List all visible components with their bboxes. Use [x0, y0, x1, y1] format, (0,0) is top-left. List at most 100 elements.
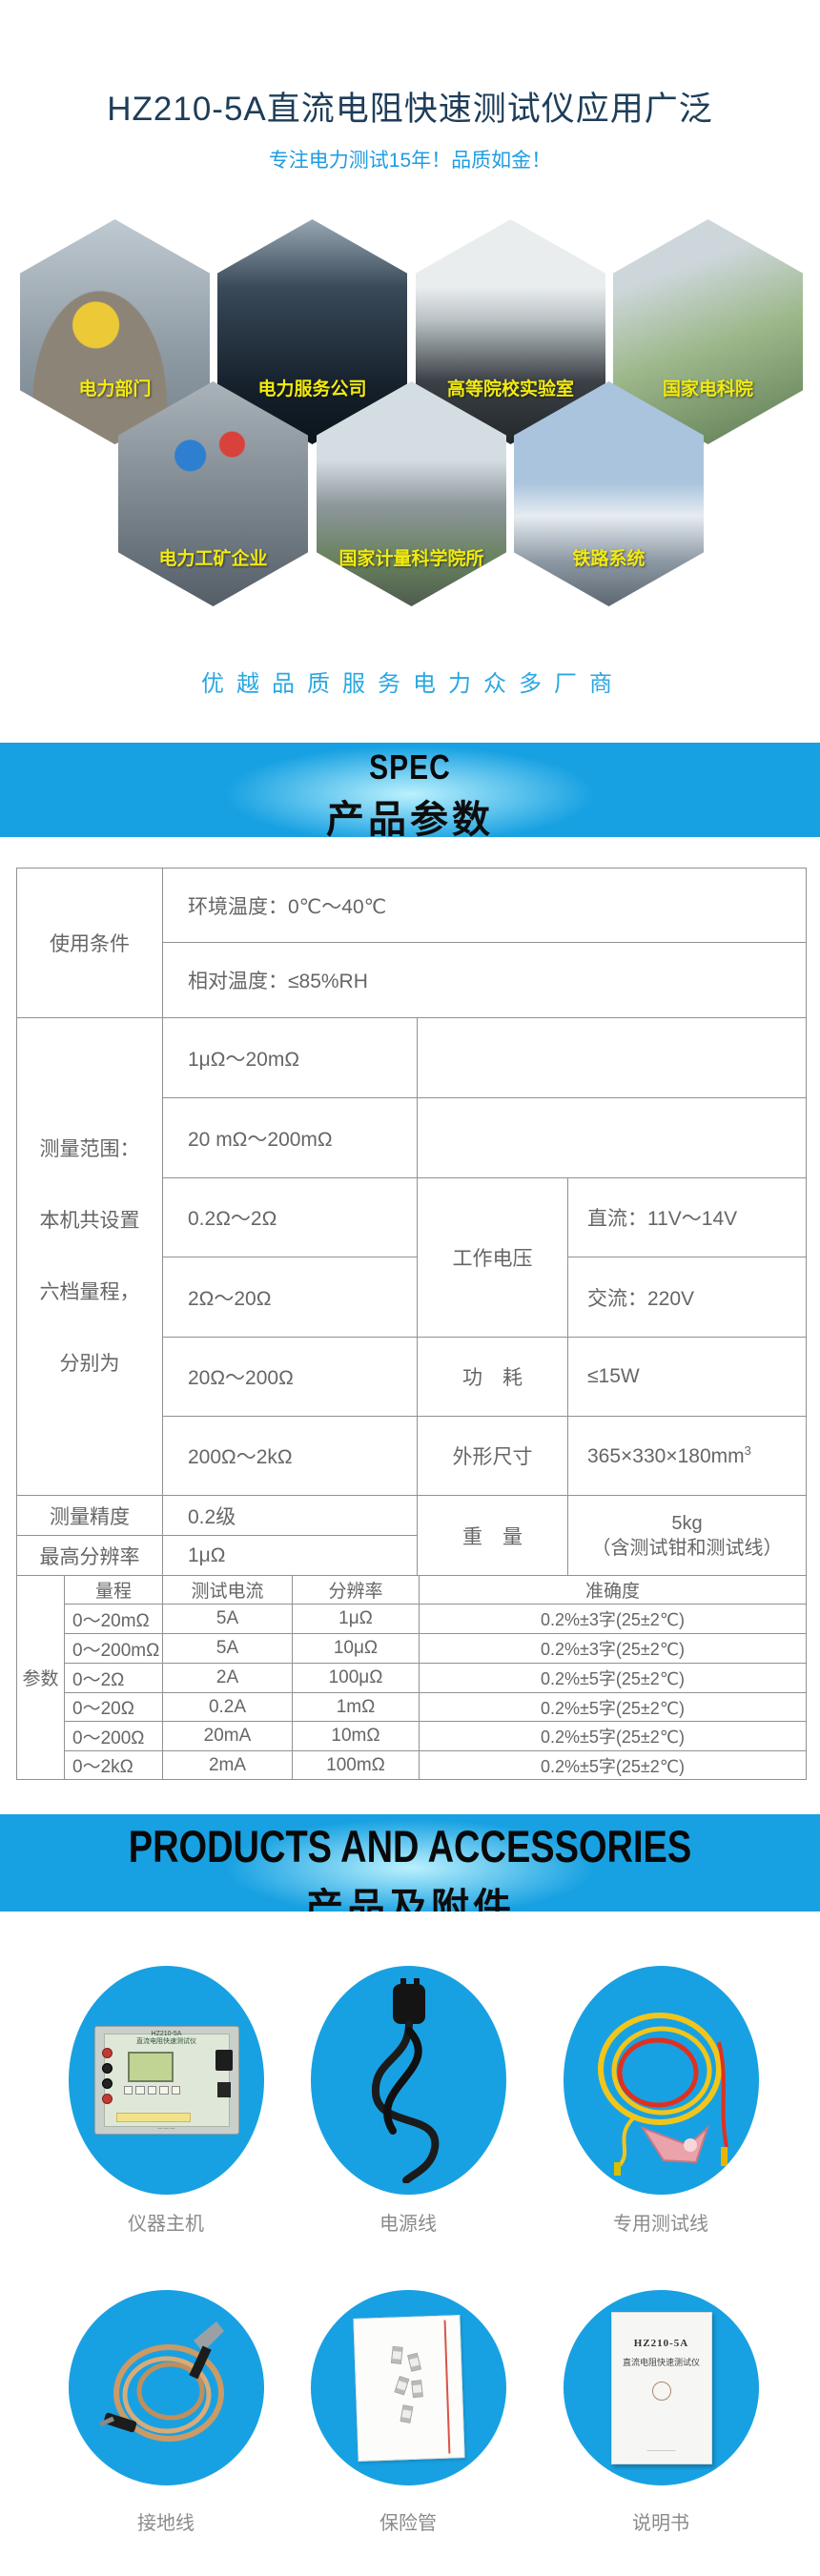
dimensions-label: 外形尺寸 — [417, 1416, 568, 1496]
empty-cell — [416, 1017, 808, 1098]
product-label: 电源线 — [379, 2214, 437, 2235]
ac-voltage-cell: 交流：220V — [566, 1257, 808, 1338]
power-consumption-label: 功 耗 — [417, 1337, 568, 1417]
param-range: 0～200mΩ — [64, 1633, 163, 1664]
resolution-cell: 1μΩ — [162, 1535, 418, 1576]
weight-value: 5kg — [671, 1512, 703, 1534]
range-label-line: 六档量程， — [39, 1281, 140, 1303]
relative-humidity-cell: 相对温度：≤85%RH — [161, 942, 808, 1018]
railway-system-photo: 铁路系统 — [514, 381, 704, 606]
product-label: 仪器主机 — [128, 2214, 204, 2235]
ground-wire-photo — [69, 2290, 264, 2485]
product-label: 专用测试线 — [613, 2214, 708, 2235]
instrument-footer-text: — — — — [157, 2126, 175, 2132]
param-current: 20mA — [162, 1721, 293, 1751]
instrument-name-text: 直流电阻快速测试仪 — [136, 2038, 196, 2045]
banner-glow — [210, 1815, 610, 1912]
param-resolution: 100μΩ — [292, 1663, 420, 1693]
weight-label: 重 量 — [417, 1495, 568, 1576]
power-cord-drawing — [371, 1977, 439, 2183]
param-resolution: 100mΩ — [292, 1750, 420, 1780]
range-cell-0: 1μΩ～20mΩ — [162, 1017, 418, 1098]
terminal-post-black — [101, 2078, 113, 2089]
params-row: 0～2Ω 2A 100μΩ 0.2%±5字(25±2℃) — [17, 1663, 807, 1693]
manual-footer-text: —————— — [646, 2447, 676, 2454]
param-current: 0.2A — [162, 1692, 293, 1722]
resolution-label: 最高分辨率 — [16, 1535, 163, 1576]
ground-wire-drawing — [98, 2320, 224, 2442]
manual-drawing: HZ210-5A 直流电阻快速测试仪 —————— — [610, 2311, 712, 2464]
range-cell-5: 200Ω～2kΩ — [162, 1416, 418, 1496]
param-accuracy: 0.2%±3字(25±2℃) — [419, 1633, 807, 1664]
terminal-post-red — [101, 2048, 113, 2058]
empty-cell — [416, 1097, 808, 1178]
fuse-bag-drawing — [352, 2314, 465, 2462]
hex-label: 电力工矿企业 — [158, 549, 268, 569]
page-title: HZ210-5A直流电阻快速测试仪应用广泛 — [107, 91, 713, 128]
range-label-line: 分别为 — [59, 1353, 120, 1375]
dc-voltage-cell: 直流：11V～14V — [566, 1177, 808, 1257]
hex-label: 国家计量科学院所 — [338, 549, 484, 569]
product-label: 保险管 — [379, 2513, 437, 2534]
product-label: 接地线 — [137, 2513, 195, 2534]
range-label-line: 测量范围： — [39, 1138, 140, 1160]
spec-table: 使用条件 环境温度：0℃～40℃ 相对温度：≤85%RH 测量范围： 本机共设置… — [16, 868, 808, 1576]
spec-section: 使用条件 环境温度：0℃～40℃ 相对温度：≤85%RH 测量范围： 本机共设置… — [16, 868, 808, 1780]
manual-photo: HZ210-5A 直流电阻快速测试仪 —————— — [564, 2290, 759, 2485]
param-current: 2mA — [162, 1750, 293, 1780]
params-table: 参数 量程 测试电流 分辨率 准确度 0～20mΩ 5A 1μΩ 0.2%±3字… — [16, 1575, 807, 1780]
weight-note: （含测试钳和测试线） — [591, 1537, 783, 1559]
param-resolution: 1μΩ — [292, 1604, 420, 1634]
power-department-photo: 电力部门 — [20, 219, 210, 444]
param-accuracy: 0.2%±5字(25±2℃) — [419, 1692, 807, 1722]
param-current: 5A — [162, 1633, 293, 1664]
bag-seal-line — [443, 2320, 450, 2454]
dimensions-cell: 365×330×180mm3 — [566, 1416, 808, 1496]
spec-banner: SPEC 产品参数 — [0, 743, 820, 837]
fuses-photo — [311, 2290, 506, 2485]
power-industry-enterprise-photo: 电力工矿企业 — [118, 381, 308, 606]
product-label: 说明书 — [632, 2513, 689, 2534]
instrument-warning-strip — [115, 2113, 191, 2122]
usage-conditions-label: 使用条件 — [16, 868, 163, 1018]
test-leads-drawing — [597, 2013, 728, 2176]
hex-label: 铁路系统 — [572, 549, 646, 569]
instrument-buttons — [123, 2086, 181, 2095]
metrology-institute-photo: 国家计量科学院所 — [317, 381, 506, 606]
param-range: 0～20mΩ — [64, 1604, 163, 1634]
param-range: 0～2kΩ — [64, 1750, 163, 1780]
accuracy-label: 测量精度 — [16, 1495, 163, 1536]
spec-banner-en: SPEC — [369, 748, 451, 787]
power-cord-photo — [311, 1966, 506, 2195]
ambient-temperature-cell: 环境温度：0℃～40℃ — [161, 868, 808, 943]
terminal-post-red — [101, 2094, 113, 2104]
col-header-resolution: 分辨率 — [292, 1575, 420, 1605]
param-resolution: 1mΩ — [292, 1692, 420, 1722]
param-accuracy: 0.2%±5字(25±2℃) — [419, 1663, 807, 1693]
instrument-main-unit-photo: HZ210-5A 直流电阻快速测试仪 — — — — [69, 1966, 264, 2195]
params-row: 0～20Ω 0.2A 1mΩ 0.2%±5字(25±2℃) — [17, 1692, 807, 1722]
instrument-switch — [216, 2082, 231, 2097]
instrument-power-socket — [215, 2050, 233, 2071]
param-accuracy: 0.2%±5字(25±2℃) — [419, 1721, 807, 1751]
products-banner-zh: 产品及附件 — [305, 1887, 515, 1912]
param-current: 5A — [162, 1604, 293, 1634]
page-subtitle: 专注电力测试15年！品质如金！ — [268, 150, 552, 172]
range-cell-3: 2Ω～20Ω — [162, 1257, 418, 1338]
instrument-title: HZ210-5A 直流电阻快速测试仪 — [95, 2031, 238, 2046]
spec-banner-zh: 产品参数 — [326, 799, 494, 837]
range-cell-2: 0.2Ω～2Ω — [162, 1177, 418, 1257]
working-voltage-label: 工作电压 — [417, 1177, 568, 1338]
col-header-test-current: 测试电流 — [162, 1575, 293, 1605]
instrument-model-text: HZ210-5A — [151, 2031, 182, 2037]
terminal-post-black — [101, 2063, 113, 2074]
dimensions-sup: 3 — [744, 1443, 751, 1458]
hex-label: 电力服务公司 — [257, 379, 367, 399]
weight-cell: 5kg （含测试钳和测试线） — [566, 1495, 808, 1576]
col-header-range: 量程 — [64, 1575, 163, 1605]
params-row: 0～2kΩ 2mA 100mΩ 0.2%±5字(25±2℃) — [17, 1750, 807, 1780]
param-resolution: 10mΩ — [292, 1721, 420, 1751]
test-leads-photo — [564, 1966, 759, 2195]
param-range: 0～20Ω — [64, 1692, 163, 1722]
